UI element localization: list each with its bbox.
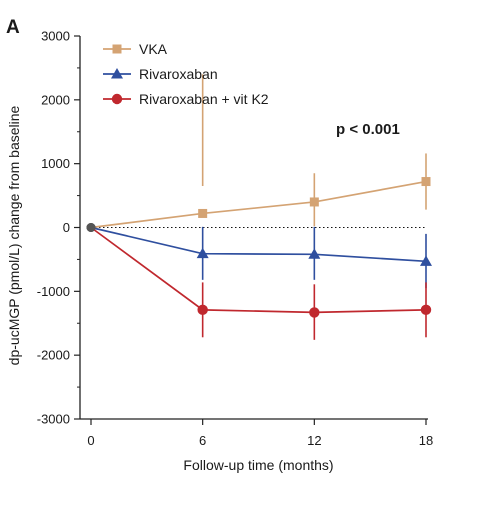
- x-tick-label: 18: [419, 433, 433, 448]
- legend-label: Rivaroxaban: [139, 66, 218, 82]
- plot-area: [86, 74, 432, 340]
- series-line: [90, 226, 427, 314]
- series-rivaroxaban-vit-k2: [86, 223, 432, 340]
- panel-letter: A: [6, 17, 20, 38]
- y-tick-label: 3000: [41, 29, 70, 44]
- legend-label: Rivaroxaban + vit K2: [139, 91, 269, 107]
- y-tick-label: -2000: [37, 348, 70, 363]
- legend-item: Rivaroxaban: [103, 66, 218, 82]
- y-axis-title: dp-ucMGP (pmol/L) change from baseline: [6, 105, 22, 365]
- baseline-point: [86, 223, 96, 232]
- y-tick-label: 0: [63, 220, 70, 235]
- legend-marker: [111, 93, 123, 105]
- data-point: [196, 247, 209, 259]
- y-tick-label: 2000: [41, 92, 70, 107]
- series-line: [90, 180, 427, 229]
- data-point: [421, 177, 431, 187]
- y-tick-label: -1000: [37, 284, 70, 299]
- series-line: [90, 226, 427, 263]
- data-point: [198, 208, 208, 218]
- legend-marker: [111, 68, 123, 79]
- y-tick-label: 1000: [41, 156, 70, 171]
- legend: VKA Rivaroxaban Rivaroxaban + vit K2: [103, 41, 269, 107]
- data-point: [420, 304, 432, 316]
- y-tick-label: -3000: [37, 412, 70, 427]
- legend-label: VKA: [139, 41, 168, 57]
- series-rivaroxaban: [86, 223, 432, 289]
- axes: 3000 2000 1000 0 -1000 -2000 -3000 0 6 12 18: [37, 29, 433, 449]
- x-tick-label: 12: [307, 433, 321, 448]
- legend-marker: [112, 44, 122, 54]
- data-point: [309, 197, 319, 207]
- legend-item: VKA: [103, 41, 168, 57]
- x-tick-label: 6: [199, 433, 206, 448]
- p-value-annotation: p < 0.001: [336, 121, 400, 138]
- x-tick-label: 0: [87, 433, 94, 448]
- x-axis-title: Follow-up time (months): [183, 457, 333, 473]
- legend-item: Rivaroxaban + vit K2: [103, 91, 269, 107]
- data-point: [197, 304, 208, 316]
- data-point: [309, 307, 320, 318]
- data-point: [420, 255, 432, 266]
- data-point: [308, 248, 321, 259]
